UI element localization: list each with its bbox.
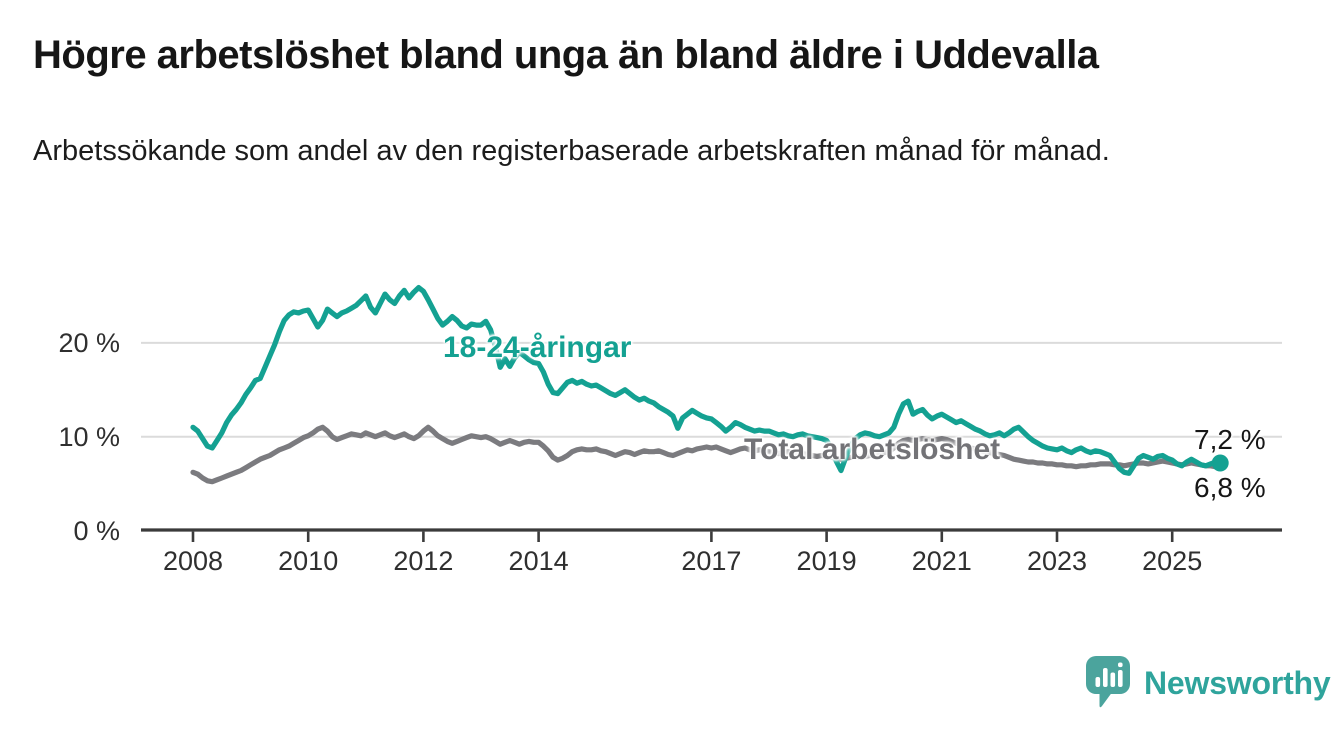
x-axis-tick-label: 2014 [508,546,569,576]
end-value-label-18-24-aringar: 7,2 % [1194,424,1266,455]
page-title: Högre arbetslöshet bland unga än bland ä… [33,33,1099,77]
newsworthy-logo: Newsworthy [1086,656,1331,710]
logo-bar-3 [1110,672,1116,687]
newsworthy-logo-text: Newsworthy [1144,664,1331,701]
page-subtitle: Arbetssökande som andel av den registerb… [33,135,1110,167]
logo-exclamation-bar [1118,670,1123,687]
series-line-total-arbetsloshet [190,424,1223,485]
y-axis-tick-label: 20 % [58,327,120,358]
x-axis-tick-label: 2012 [393,546,454,576]
y-axis-tick-label: 10 % [58,421,120,452]
logo-exclamation-dot [1118,662,1123,668]
series-label-total-arbetsloshet: Total arbetslöshet [744,433,1001,466]
series-label-18-24-aringar: 18-24-åringar [443,331,632,364]
newsworthy-logo-icon [1086,656,1130,708]
end-value-label-total-arbetsloshet: 6,8 % [1194,472,1266,503]
x-axis-tick-label: 2017 [681,546,742,576]
series-end-dot [1211,454,1229,472]
logo-bar-2 [1103,668,1108,687]
x-axis-tick-label: 2023 [1026,546,1088,576]
series-line-18-24-aringar [190,285,1223,476]
logo-bar-1 [1095,677,1101,687]
x-axis-tick-label: 2008 [162,546,224,576]
x-axis-tick-label: 2021 [911,546,972,576]
x-axis-tick-label: 2019 [796,546,857,576]
x-axis-tick-label: 2010 [278,546,339,576]
y-axis-tick-label: 0 % [73,515,120,546]
x-axis-tick-label: 2025 [1142,546,1203,576]
